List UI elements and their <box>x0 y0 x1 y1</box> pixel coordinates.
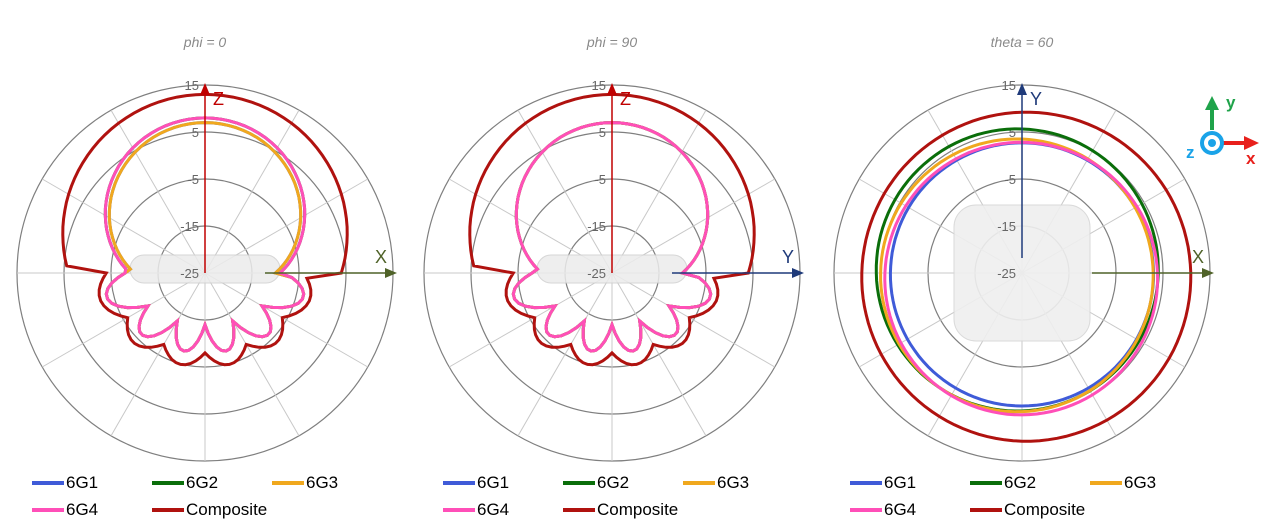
legend-item-composite: Composite <box>152 500 267 520</box>
legend-swatch <box>1090 481 1122 485</box>
polar-chart-2: 15 5 -5 -15 -25 Y X <box>833 78 1214 462</box>
radial-tick-label: -25 <box>180 266 199 281</box>
horizontal-axis-label: X <box>375 247 387 267</box>
legend-item-6g3: 6G3 <box>1090 473 1156 493</box>
legend-label: 6G1 <box>477 473 510 492</box>
legend-label: 6G1 <box>66 473 99 492</box>
series-line-Composite <box>61 92 349 367</box>
legend-item-6g4: 6G4 <box>32 500 98 520</box>
legend-label: 6G2 <box>186 473 219 492</box>
legend-label: 6G3 <box>306 473 339 492</box>
legend-item-6g4: 6G4 <box>443 500 509 520</box>
legend-item-6g2: 6G2 <box>970 473 1036 493</box>
legend-item-composite: Composite <box>563 500 678 520</box>
series-line-6G4 <box>103 116 307 353</box>
vertical-axis-label: Z <box>620 89 631 109</box>
radial-tick-label: 15 <box>592 78 606 93</box>
polar-chart-1: 15 5 -5 -15 -25 Z Y <box>423 78 804 462</box>
radial-tick-label: -5 <box>1004 172 1016 187</box>
radial-tick-label: 5 <box>599 125 606 140</box>
radial-tick-label: -15 <box>180 219 199 234</box>
legend-swatch <box>850 481 882 485</box>
legend-swatch <box>850 508 882 512</box>
legend-label: Composite <box>597 500 679 519</box>
legend-item-6g1: 6G1 <box>850 473 916 493</box>
series-line-Composite <box>468 92 756 367</box>
legend-label: Composite <box>1004 500 1086 519</box>
radial-tick-label: 15 <box>1002 78 1016 93</box>
legend-swatch <box>970 481 1002 485</box>
legend-label: 6G3 <box>717 473 750 492</box>
legend-swatch <box>563 481 595 485</box>
vertical-axis-label: Y <box>1030 89 1042 109</box>
legend-label: 6G2 <box>597 473 630 492</box>
radial-tick-label: 5 <box>192 125 199 140</box>
series-line-Composite <box>860 110 1193 443</box>
legend-swatch <box>443 508 475 512</box>
legend-label: 6G2 <box>1004 473 1037 492</box>
legend-item-composite: Composite <box>970 500 1085 520</box>
polar-chart-0: 15 5 -5 -15 -25 Z X <box>16 78 397 462</box>
legend-swatch <box>32 508 64 512</box>
legend-label: Composite <box>186 500 268 519</box>
radial-tick-label: -25 <box>587 266 606 281</box>
legend-item-6g3: 6G3 <box>683 473 749 493</box>
legend-item-6g1: 6G1 <box>32 473 98 493</box>
radial-tick-label: 5 <box>1009 125 1016 140</box>
legend-swatch <box>32 481 64 485</box>
legend-label: 6G1 <box>884 473 917 492</box>
radial-tick-label: -5 <box>594 172 606 187</box>
radial-tick-label: -25 <box>997 266 1016 281</box>
chart-title-phi0: phi = 0 <box>183 34 227 50</box>
legend-item-6g2: 6G2 <box>563 473 629 493</box>
legend-label: 6G4 <box>884 500 917 519</box>
legend-item-6g3: 6G3 <box>272 473 338 493</box>
legend-item-6g1: 6G1 <box>443 473 509 493</box>
legend-swatch <box>272 481 304 485</box>
legend-item-6g2: 6G2 <box>152 473 218 493</box>
legend-swatch <box>443 481 475 485</box>
legend-swatch <box>563 508 595 512</box>
legend-swatch <box>152 481 184 485</box>
radial-tick-label: -15 <box>997 219 1016 234</box>
legend-swatch <box>152 508 184 512</box>
series-line-6G4 <box>511 121 713 353</box>
radial-tick-label: 15 <box>185 78 199 93</box>
legend-label: 6G4 <box>66 500 99 519</box>
chart-title-theta60: theta = 60 <box>990 34 1054 50</box>
legend-swatch <box>970 508 1002 512</box>
radial-tick-label: -5 <box>187 172 199 187</box>
legend-item-6g4: 6G4 <box>850 500 916 520</box>
legend-label: 6G3 <box>1124 473 1157 492</box>
chart-title-phi90: phi = 90 <box>586 34 638 50</box>
legend-label: 6G4 <box>477 500 510 519</box>
vertical-axis-label: Z <box>213 89 224 109</box>
radial-tick-label: -15 <box>587 219 606 234</box>
horizontal-axis-label: X <box>1192 247 1204 267</box>
horizontal-axis-label: Y <box>782 247 794 267</box>
series-line-6G4 <box>883 140 1160 417</box>
series-line-6G3 <box>879 137 1155 414</box>
legend-swatch <box>683 481 715 485</box>
